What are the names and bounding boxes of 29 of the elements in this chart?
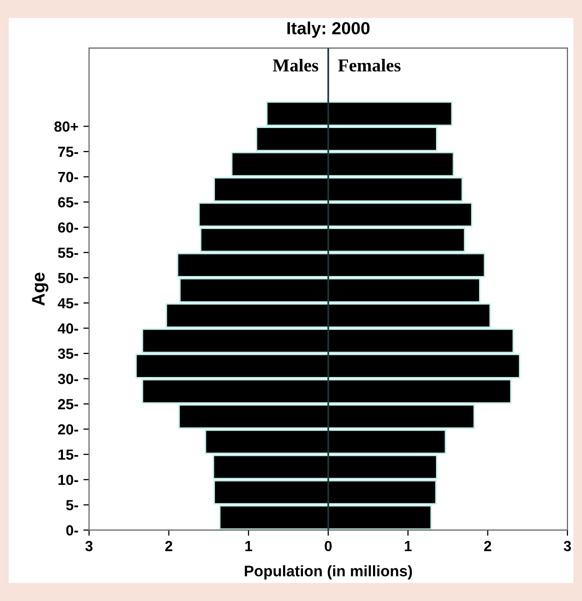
x-tick-label: 2 — [484, 540, 492, 552]
y-tick-label: 55- — [58, 248, 78, 258]
x-tick-label: 3 — [85, 540, 93, 552]
y-tick-label: 25- — [58, 399, 78, 410]
y-axis-title: Age — [32, 272, 48, 306]
series-label: Males — [272, 58, 318, 72]
series-label: Females — [338, 58, 401, 72]
x-tick-label: 2 — [165, 540, 172, 552]
y-tick-label: 20- — [58, 424, 78, 435]
y-tick-label: 10- — [58, 474, 78, 486]
y-tick-label: 40- — [58, 323, 78, 334]
y-tick-label: 35- — [58, 348, 78, 359]
y-tick-label: 80+ — [54, 121, 78, 132]
y-tick-label: 50- — [58, 272, 78, 284]
chart-title: Italy: 2000 — [287, 22, 370, 38]
y-tick-label: 0- — [66, 525, 78, 536]
x-tick-label: 1 — [245, 541, 252, 552]
y-tick-label: 45- — [58, 298, 78, 308]
y-tick-label: 65- — [58, 197, 78, 208]
x-tick-label: 3 — [564, 540, 571, 552]
y-tick-label: 70- — [58, 172, 78, 182]
y-tick-label: 15- — [58, 450, 78, 460]
y-tick-label: 60- — [58, 222, 78, 233]
y-tick-label: 5- — [66, 500, 78, 510]
x-tick-label: 1 — [404, 541, 412, 552]
x-tick-label: 0 — [324, 540, 332, 552]
y-tick-label: 30- — [58, 374, 78, 384]
x-axis-title: Population (in millions) — [244, 565, 412, 580]
y-tick-label: 75- — [58, 146, 78, 157]
